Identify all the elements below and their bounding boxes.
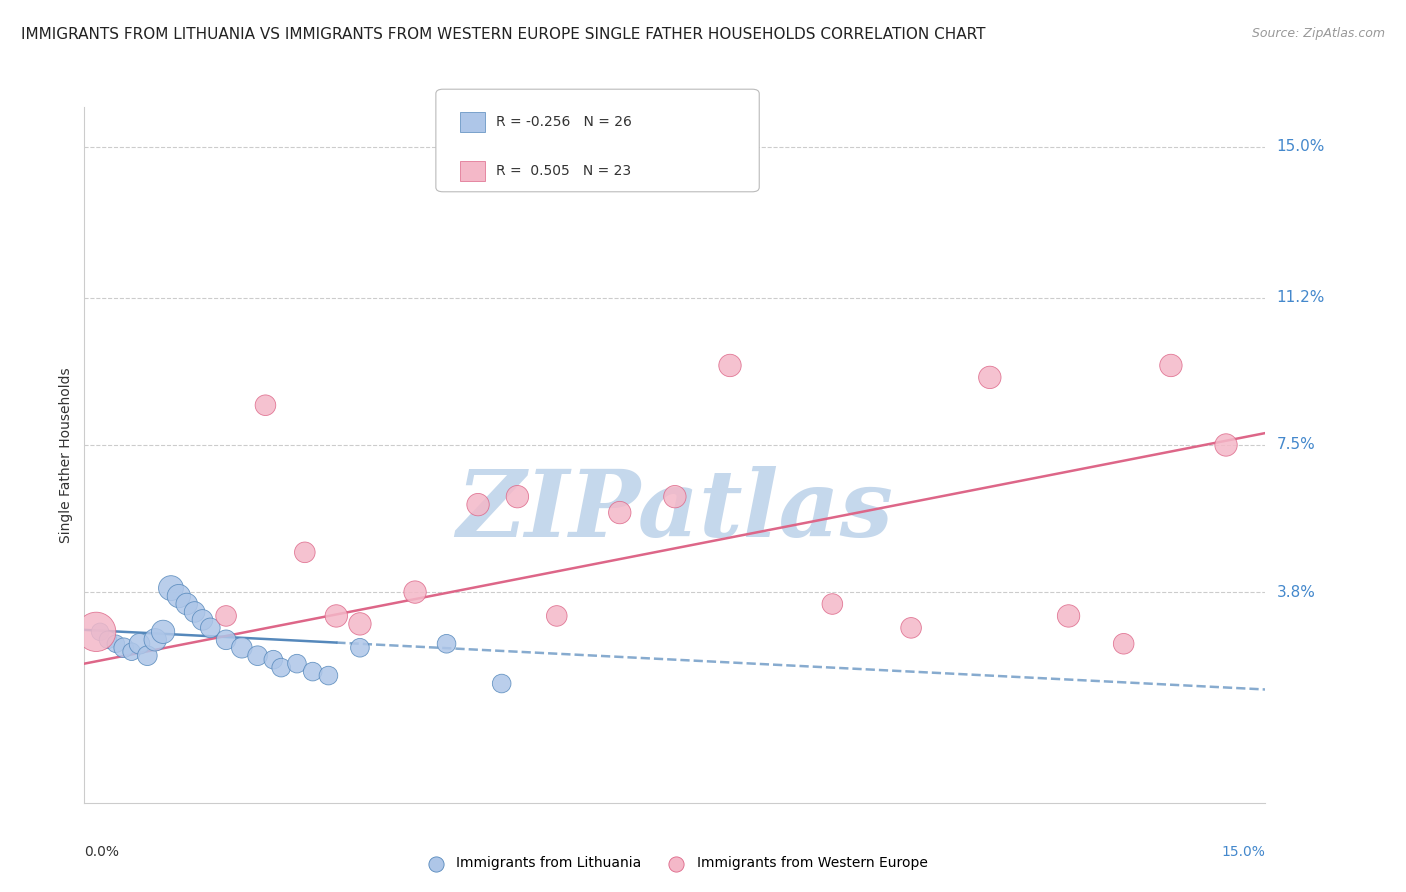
- Y-axis label: Single Father Households: Single Father Households: [59, 368, 73, 542]
- Point: [664, 490, 686, 504]
- Point: [97, 632, 120, 647]
- Text: 11.2%: 11.2%: [1277, 291, 1324, 305]
- Point: [136, 648, 159, 663]
- Point: [89, 624, 111, 639]
- Point: [301, 665, 323, 679]
- Point: [294, 545, 316, 559]
- Point: [1160, 359, 1182, 373]
- Point: [176, 597, 198, 611]
- Point: [215, 632, 238, 647]
- Point: [404, 585, 426, 599]
- Point: [270, 660, 292, 674]
- Point: [246, 648, 269, 663]
- Text: 15.0%: 15.0%: [1222, 845, 1265, 858]
- Point: [262, 653, 284, 667]
- Point: [104, 637, 127, 651]
- Point: [979, 370, 1001, 384]
- Point: [121, 645, 143, 659]
- Point: [1057, 609, 1080, 624]
- Point: [491, 676, 513, 690]
- Point: [254, 398, 277, 412]
- Text: Source: ZipAtlas.com: Source: ZipAtlas.com: [1251, 27, 1385, 40]
- Point: [183, 605, 205, 619]
- Point: [349, 616, 371, 631]
- Text: R = -0.256   N = 26: R = -0.256 N = 26: [496, 115, 633, 129]
- Point: [215, 609, 238, 624]
- Text: R =  0.505   N = 23: R = 0.505 N = 23: [496, 164, 631, 178]
- Point: [718, 359, 741, 373]
- Point: [1215, 438, 1237, 452]
- Point: [128, 637, 150, 651]
- Point: [84, 624, 107, 639]
- Point: [167, 589, 190, 603]
- Point: [112, 640, 135, 655]
- Point: [152, 624, 174, 639]
- Point: [349, 640, 371, 655]
- Text: 15.0%: 15.0%: [1277, 139, 1324, 154]
- Point: [285, 657, 308, 671]
- Point: [200, 621, 222, 635]
- Point: [143, 632, 166, 647]
- Point: [467, 498, 489, 512]
- Point: [1112, 637, 1135, 651]
- Point: [506, 490, 529, 504]
- Text: 7.5%: 7.5%: [1277, 437, 1315, 452]
- Point: [231, 640, 253, 655]
- Legend: Immigrants from Lithuania, Immigrants from Western Europe: Immigrants from Lithuania, Immigrants fr…: [416, 851, 934, 876]
- Text: IMMIGRANTS FROM LITHUANIA VS IMMIGRANTS FROM WESTERN EUROPE SINGLE FATHER HOUSEH: IMMIGRANTS FROM LITHUANIA VS IMMIGRANTS …: [21, 27, 986, 42]
- Point: [318, 668, 340, 682]
- Text: ZIPatlas: ZIPatlas: [457, 466, 893, 556]
- Point: [325, 609, 347, 624]
- Point: [160, 581, 183, 595]
- Point: [191, 613, 214, 627]
- Point: [821, 597, 844, 611]
- Point: [436, 637, 458, 651]
- Text: 3.8%: 3.8%: [1277, 584, 1316, 599]
- Point: [900, 621, 922, 635]
- Point: [546, 609, 568, 624]
- Point: [609, 506, 631, 520]
- Text: 0.0%: 0.0%: [84, 845, 120, 858]
